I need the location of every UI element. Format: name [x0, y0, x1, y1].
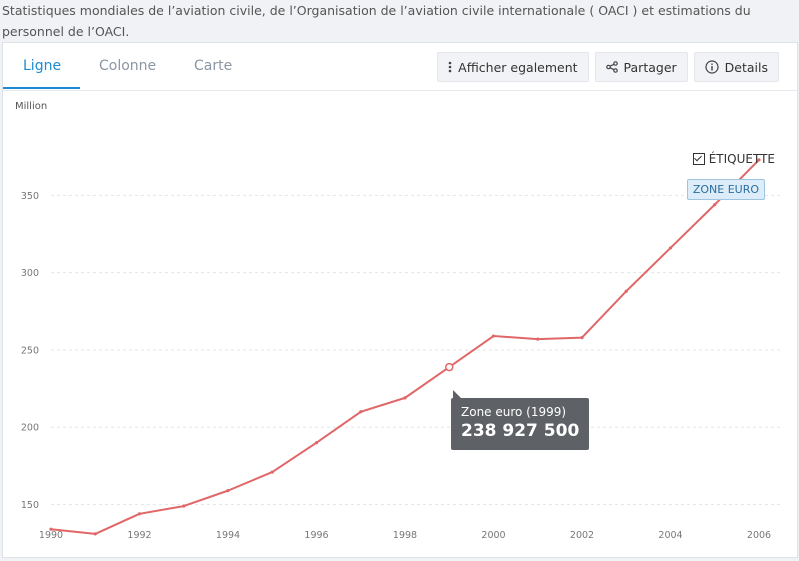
label-toggle[interactable]: ÉTIQUETTE: [692, 152, 775, 166]
data-point: [93, 532, 97, 536]
data-tooltip: Zone euro (1999) 238 927 500: [451, 390, 590, 450]
series-label-badge[interactable]: ZONE EURO: [686, 179, 765, 200]
chart-area: Million 150 200 250 300 350 1990 1992 1994 1996 19…: [3, 91, 797, 557]
x-tick-label: 1996: [304, 530, 328, 541]
y-tick-label: 350: [21, 191, 39, 202]
share-icon: [605, 61, 618, 73]
source-note: Statistiques mondiales de l’aviation civ…: [2, 3, 751, 39]
x-tick-label: 2006: [747, 530, 771, 541]
data-point: [536, 337, 540, 341]
show-also-label: Afficher egalement: [458, 59, 578, 75]
x-tick-label: 2002: [570, 530, 594, 541]
tooltip-value: 238 927 500: [461, 421, 580, 441]
label-toggle-text: ÉTIQUETTE: [708, 152, 775, 166]
vertical-dots-icon: [448, 61, 452, 73]
chart-actions: Afficher egalement Partager Details: [437, 52, 779, 82]
x-tick-label: 1994: [216, 530, 240, 541]
tab-line[interactable]: Ligne: [3, 43, 80, 89]
y-tick-label: 300: [21, 268, 39, 279]
share-label: Partager: [623, 59, 677, 75]
data-point: [403, 396, 407, 400]
y-axis-label: Million: [15, 101, 47, 112]
y-tick-label: 250: [21, 345, 39, 356]
chart-panel: Ligne Colonne Carte Afficher egalement P…: [2, 42, 798, 558]
y-tick-label: 150: [21, 500, 39, 511]
data-point: [713, 203, 717, 207]
show-also-button[interactable]: Afficher egalement: [437, 52, 589, 82]
y-tick-label: 200: [21, 423, 39, 434]
data-point: [137, 512, 142, 516]
data-point: [49, 527, 53, 531]
data-point: [314, 441, 319, 445]
x-tick-label: 1990: [39, 530, 63, 541]
series-line: [50, 159, 760, 535]
share-button[interactable]: Partager: [594, 52, 688, 82]
details-label: Details: [724, 59, 768, 75]
x-tick-label: 2000: [481, 530, 505, 541]
data-point: [580, 335, 584, 340]
data-point: [182, 504, 186, 508]
data-point: [668, 246, 673, 250]
data-point: [270, 470, 274, 474]
line-chart: Million 150 200 250 300 350 1990 1992 1994 1996 19…: [15, 101, 781, 541]
tooltip-label: Zone euro (1999): [461, 405, 567, 419]
x-tick-label: 1992: [127, 530, 151, 541]
info-icon: [705, 60, 719, 74]
data-point: [757, 158, 761, 162]
data-point: [359, 410, 363, 414]
details-button[interactable]: Details: [693, 52, 779, 82]
x-tick-label: 2004: [658, 530, 682, 541]
view-tabs: Ligne Colonne Carte: [3, 43, 252, 91]
label-checkbox[interactable]: [692, 153, 705, 165]
data-point: [491, 334, 496, 338]
tab-column[interactable]: Colonne: [99, 58, 157, 74]
tabs-divider: [3, 90, 797, 91]
tab-map[interactable]: Carte: [194, 58, 233, 74]
highlighted-point: [445, 362, 454, 372]
data-point: [624, 289, 628, 293]
data-point: [226, 489, 230, 493]
x-tick-label: 1998: [393, 530, 417, 541]
